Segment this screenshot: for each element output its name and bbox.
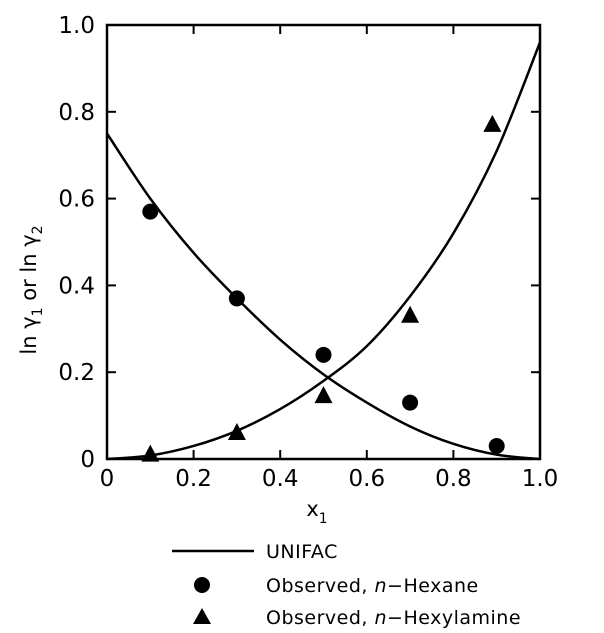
hexane-point (488, 437, 505, 454)
y-tick-label: 0.4 (58, 273, 95, 299)
plot-area: 0 0.2 0.4 0.6 0.8 1.0 0 0.2 0.4 0.6 0.8 1.0 (58, 13, 558, 492)
hexane-point (142, 203, 159, 220)
x-tick-label: 0.6 (349, 466, 386, 492)
unifac-curve-0 (105, 132, 541, 461)
plot-frame (105, 23, 542, 461)
x-tick-label: 1.0 (522, 466, 559, 492)
hexylamine-point (141, 444, 160, 462)
legend: UNIFAC Observed, n−Hexane Observed, n−He… (172, 541, 521, 629)
x-tick-label: 0.2 (175, 466, 212, 492)
hexane-point (228, 290, 245, 307)
y-tick-label: 0.2 (58, 360, 95, 386)
y-axis-title: ln γ1 or ln γ2 (17, 225, 46, 354)
x-axis-title: x1 (306, 497, 327, 527)
hexylamine-point (401, 305, 420, 323)
hexylamine-point (483, 114, 502, 132)
legend-hexylamine-marker (193, 608, 211, 624)
hexylamine-point (227, 422, 246, 440)
hexane-point (402, 394, 419, 411)
hexane-point (315, 346, 332, 363)
legend-hexane-label: Observed, n−Hexane (266, 575, 479, 597)
y-tick-label: 1.0 (58, 13, 95, 39)
unifac-curve-1 (106, 41, 542, 461)
y-tick-label: 0.8 (58, 100, 95, 126)
y-tick-label: 0.6 (58, 187, 95, 213)
x-tick-label: 0 (100, 466, 115, 492)
y-tick-label: 0 (80, 447, 95, 473)
legend-hexylamine-label: Observed, n−Hexylamine (266, 607, 521, 629)
legend-unifac-label: UNIFAC (266, 541, 338, 563)
x-tick-label: 0.8 (435, 466, 472, 492)
hexylamine-point (314, 386, 333, 404)
x-tick-label: 0.4 (262, 466, 299, 492)
legend-hexane-marker (194, 577, 210, 593)
